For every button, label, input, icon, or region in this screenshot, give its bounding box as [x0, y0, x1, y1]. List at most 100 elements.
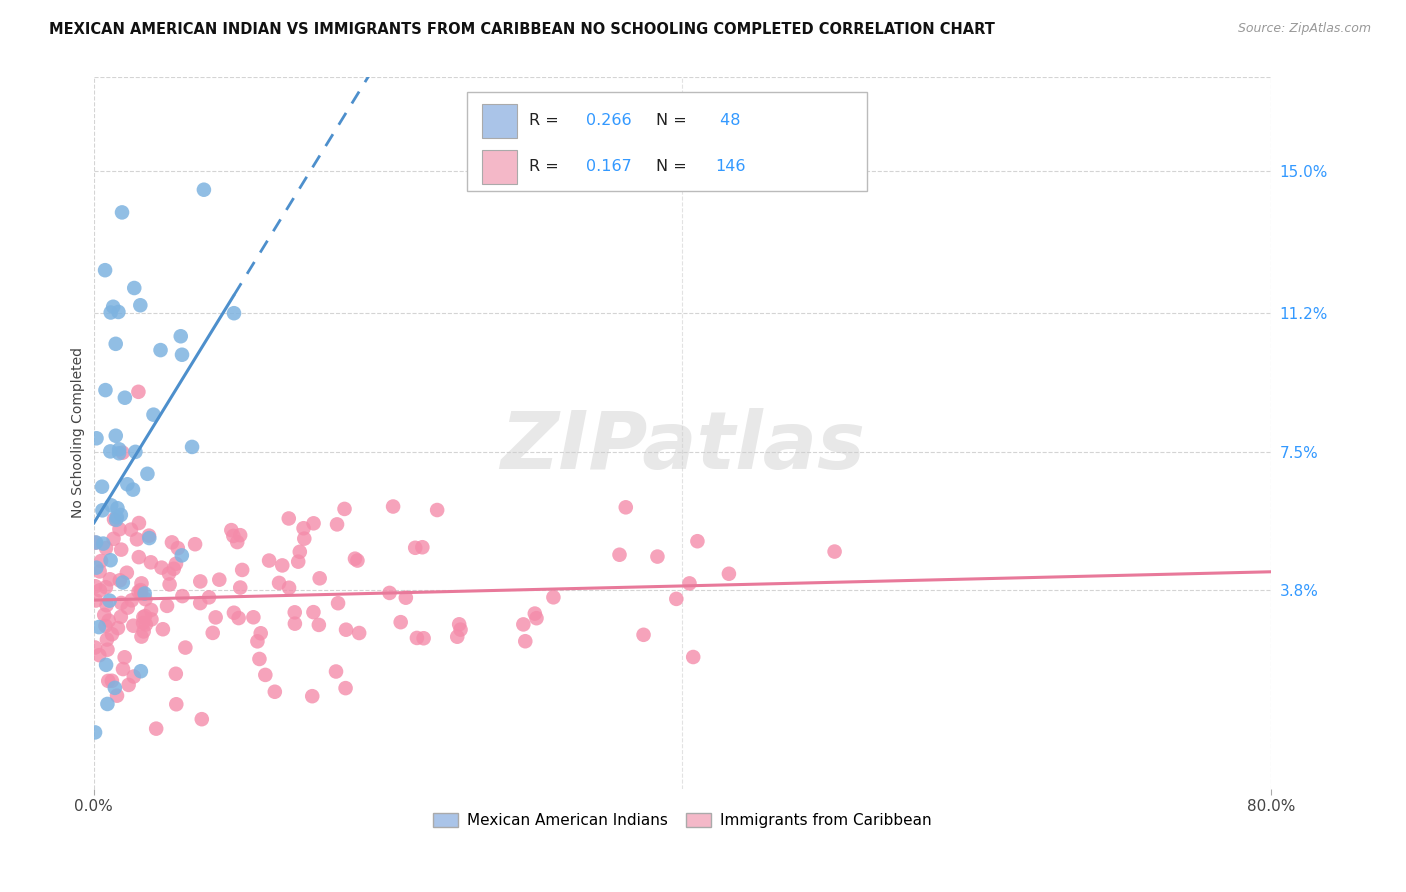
Point: [543, 591, 565, 605]
Point: [647, 549, 669, 564]
Point: [132, 610, 155, 624]
Text: N =: N =: [657, 113, 692, 128]
Point: [426, 503, 449, 517]
Point: [98, 572, 121, 586]
Point: [682, 650, 704, 665]
Point: [633, 628, 655, 642]
Point: [120, 523, 142, 537]
Point: [181, 440, 204, 454]
Point: [824, 544, 846, 558]
Bar: [482, 103, 517, 137]
Point: [93, 607, 115, 622]
Point: [128, 584, 150, 599]
Point: [170, 329, 193, 343]
Point: [105, 689, 128, 703]
Point: [717, 566, 740, 581]
Point: [343, 551, 366, 566]
Point: [96, 598, 118, 612]
Bar: [482, 150, 517, 184]
Point: [94, 263, 117, 277]
Point: [191, 712, 214, 726]
Text: MEXICAN AMERICAN INDIAN VS IMMIGRANTS FROM CARIBBEAN NO SCHOOLING COMPLETED CORR: MEXICAN AMERICAN INDIAN VS IMMIGRANTS FR…: [49, 22, 995, 37]
Point: [267, 575, 290, 590]
Point: [139, 555, 162, 569]
Point: [136, 467, 159, 481]
Point: [302, 605, 325, 619]
Point: [221, 523, 243, 537]
Point: [287, 555, 309, 569]
Point: [308, 618, 330, 632]
Point: [389, 615, 412, 630]
Point: [686, 534, 709, 549]
Point: [204, 610, 226, 624]
Point: [138, 528, 160, 542]
Point: [94, 580, 117, 594]
Point: [84, 535, 107, 549]
Point: [111, 662, 134, 676]
Point: [107, 305, 129, 319]
Point: [108, 522, 131, 536]
Point: [128, 550, 150, 565]
Point: [90, 554, 112, 568]
Point: [404, 541, 426, 555]
Point: [101, 627, 124, 641]
Point: [111, 446, 134, 460]
Point: [406, 631, 429, 645]
Point: [172, 589, 194, 603]
Point: [104, 681, 127, 695]
Point: [134, 609, 156, 624]
Point: [165, 557, 187, 571]
Point: [131, 576, 153, 591]
Point: [125, 533, 148, 547]
Point: [242, 610, 264, 624]
Point: [129, 664, 152, 678]
Point: [222, 606, 245, 620]
Point: [108, 446, 131, 460]
Point: [249, 652, 271, 666]
Point: [326, 596, 349, 610]
Text: 0.266: 0.266: [586, 113, 631, 128]
Point: [84, 535, 107, 549]
Point: [523, 607, 546, 621]
Point: [131, 630, 153, 644]
Point: [110, 609, 132, 624]
Point: [166, 541, 188, 556]
Point: [222, 306, 245, 320]
Point: [231, 563, 253, 577]
Text: 0.167: 0.167: [586, 160, 631, 174]
Point: [101, 300, 124, 314]
Point: [284, 616, 307, 631]
Point: [97, 673, 120, 688]
Point: [249, 626, 271, 640]
Point: [284, 605, 307, 619]
Point: [139, 603, 162, 617]
Point: [142, 408, 165, 422]
Point: [84, 593, 107, 607]
Point: [129, 585, 152, 599]
Point: [84, 725, 107, 739]
Point: [170, 549, 193, 563]
Point: [335, 623, 357, 637]
Point: [446, 630, 468, 644]
Point: [170, 348, 193, 362]
Point: [129, 298, 152, 312]
Point: [257, 553, 280, 567]
Point: [188, 574, 211, 589]
Point: [411, 540, 433, 554]
Point: [378, 586, 401, 600]
Point: [450, 623, 472, 637]
Point: [277, 511, 299, 525]
Point: [335, 681, 357, 695]
Point: [94, 383, 117, 397]
Point: [122, 669, 145, 683]
Point: [515, 634, 537, 648]
Point: [100, 553, 122, 567]
Point: [271, 558, 294, 573]
Point: [115, 566, 138, 580]
Point: [226, 535, 249, 549]
Point: [301, 689, 323, 703]
Point: [292, 532, 315, 546]
Point: [89, 648, 111, 663]
Point: [165, 698, 187, 712]
Point: [96, 697, 118, 711]
